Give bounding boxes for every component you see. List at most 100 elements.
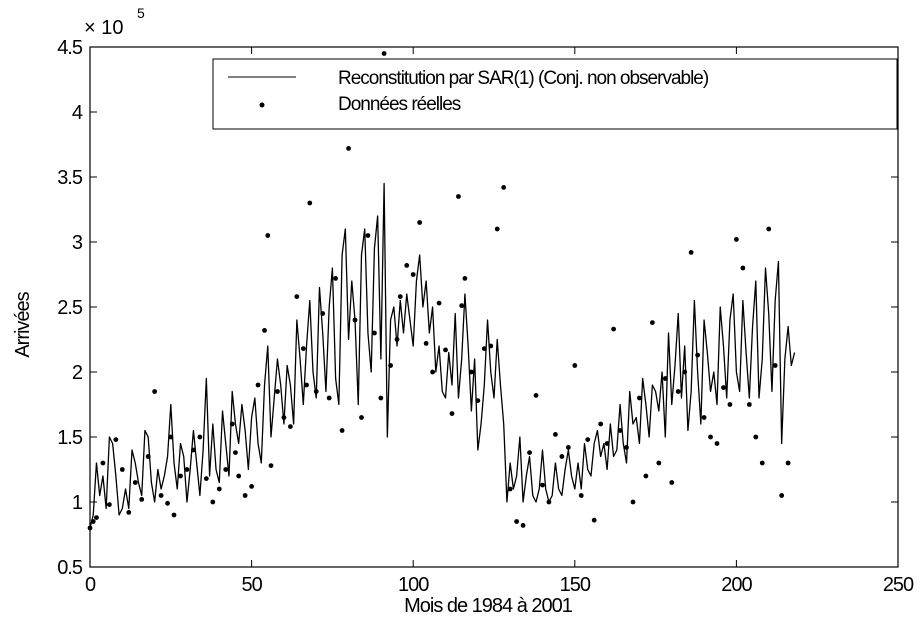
series-line-reconstitution [89, 182, 796, 529]
data-point [578, 493, 584, 498]
data-point [203, 476, 209, 481]
data-point [265, 233, 271, 238]
data-point [598, 421, 604, 427]
data-point [772, 363, 778, 368]
data-point [165, 500, 170, 506]
data-point [649, 320, 655, 325]
data-point [388, 363, 393, 368]
data-point [540, 482, 545, 488]
data-point [546, 499, 552, 505]
legend-label-donnees: Données réelles [338, 94, 461, 115]
data-point [785, 460, 791, 466]
legend-box [212, 58, 898, 130]
legend: Reconstitution par SAR(1) (Conj. non obs… [212, 58, 898, 130]
x-tick-label: 200 [721, 574, 752, 596]
data-point [304, 382, 309, 388]
y-tick-label: 4.5 [57, 37, 83, 59]
data-point [708, 434, 713, 440]
data-point [236, 473, 242, 479]
data-point [404, 263, 410, 268]
data-point [740, 265, 746, 271]
y-tick-label: 2.5 [57, 297, 83, 319]
data-point [352, 317, 358, 323]
data-point [326, 395, 332, 401]
data-point [126, 510, 132, 515]
data-point [766, 226, 772, 232]
data-point [753, 434, 759, 440]
data-point [378, 395, 384, 401]
y-tick-label: 1.5 [57, 427, 83, 449]
data-point [721, 385, 726, 390]
data-point [475, 398, 481, 403]
data-point [394, 337, 400, 342]
data-point [527, 450, 532, 455]
data-point [152, 389, 158, 394]
data-point [381, 51, 387, 56]
y-tick-label: 1 [72, 492, 83, 514]
legend-label-reconstitution: Reconstitution par SAR(1) (Conj. non obs… [338, 68, 709, 89]
data-point [300, 346, 306, 351]
data-point [533, 393, 539, 398]
data-point [171, 512, 177, 518]
data-point [617, 428, 623, 433]
data-point [436, 300, 442, 306]
legend-point-swatch [259, 102, 265, 108]
data-point [90, 519, 96, 524]
data-point [94, 515, 99, 520]
data-point [494, 226, 500, 232]
data-point [695, 352, 701, 358]
data-point [113, 437, 119, 442]
chart-marks [87, 51, 796, 531]
data-point [242, 493, 248, 498]
data-point [339, 428, 345, 433]
data-point [197, 434, 203, 440]
data-point [100, 460, 106, 466]
data-point [210, 499, 216, 505]
data-point [759, 460, 765, 466]
x-tick-label: 50 [241, 574, 262, 596]
y-multiplier-base: × 10 [84, 17, 123, 39]
data-point [423, 341, 429, 346]
data-point [688, 250, 694, 255]
data-point [346, 146, 351, 151]
data-point [559, 454, 565, 459]
data-point [372, 330, 377, 336]
data-point [779, 493, 785, 498]
data-point [430, 369, 435, 375]
data-point [501, 185, 507, 190]
data-point [275, 389, 280, 394]
data-point [216, 486, 222, 492]
data-point [630, 499, 636, 505]
data-point [637, 395, 642, 401]
data-point [255, 382, 261, 388]
data-point [746, 402, 752, 407]
y-axis-title: Arrivées [12, 291, 34, 357]
data-point [669, 480, 675, 485]
data-point [139, 497, 145, 502]
data-point [507, 486, 513, 492]
data-point [417, 220, 423, 225]
data-point [462, 276, 468, 281]
data-point [281, 415, 287, 420]
data-point [359, 415, 364, 420]
x-tick-label: 250 [883, 574, 914, 596]
x-tick-label: 0 [85, 574, 96, 596]
data-point [249, 484, 255, 489]
data-point [591, 517, 597, 523]
y-tick-label: 3.5 [57, 167, 83, 189]
data-point [481, 346, 487, 351]
y-tick-label: 2 [72, 362, 83, 384]
data-point [459, 303, 465, 309]
data-point [604, 441, 610, 446]
x-tick-label: 100 [398, 574, 429, 596]
data-point [449, 411, 455, 416]
data-point [520, 523, 526, 528]
data-point [656, 460, 662, 466]
data-point [184, 467, 190, 472]
data-point [572, 363, 578, 368]
data-point [514, 519, 520, 524]
y-tick-label: 4 [72, 102, 83, 124]
data-point [145, 454, 151, 459]
data-point [178, 473, 183, 479]
data-point [714, 441, 720, 446]
